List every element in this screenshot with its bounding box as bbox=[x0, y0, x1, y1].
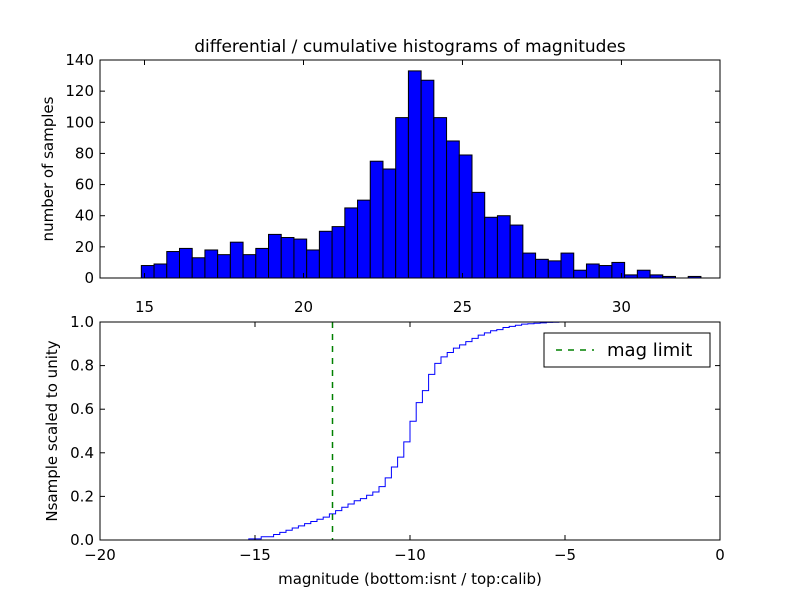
histogram-bar bbox=[382, 168, 397, 279]
histogram-bar bbox=[191, 257, 206, 279]
x-tick-label: 20 bbox=[294, 298, 313, 316]
x-tick-label: −15 bbox=[239, 546, 271, 564]
top-ticks-group: 0 20 40 60 80 100 120 140 15 20 25 30 bbox=[65, 51, 720, 316]
y-tick-label: 1.0 bbox=[70, 313, 94, 331]
histogram-bar bbox=[242, 254, 257, 279]
histogram-bar bbox=[344, 207, 359, 279]
histogram-bar bbox=[547, 260, 562, 279]
histogram-bar bbox=[306, 249, 320, 279]
histogram-bar bbox=[407, 70, 422, 279]
y-tick-label: 60 bbox=[75, 176, 94, 194]
histogram-bar bbox=[573, 269, 587, 279]
histogram-bar bbox=[318, 230, 333, 279]
histogram-bar bbox=[395, 117, 409, 279]
histogram-bar bbox=[420, 79, 435, 279]
y-tick-label: 100 bbox=[65, 113, 94, 131]
y-tick-label: 0 bbox=[84, 269, 94, 287]
histogram-bar bbox=[509, 224, 524, 279]
histogram-bar bbox=[446, 140, 460, 279]
top-bars-group bbox=[140, 70, 702, 279]
x-tick-label: 30 bbox=[612, 298, 631, 316]
histogram-bar bbox=[166, 251, 180, 279]
histogram-bar bbox=[458, 154, 473, 279]
x-tick-label: 15 bbox=[135, 298, 154, 316]
bottom-plot-frame bbox=[99, 321, 721, 541]
legend: mag limit bbox=[543, 332, 711, 368]
x-tick-label: 0 bbox=[715, 546, 725, 564]
histogram-bar bbox=[280, 237, 295, 279]
x-tick-label: 25 bbox=[453, 298, 472, 316]
top-ylabel: number of samples bbox=[39, 96, 57, 241]
histogram-bar bbox=[433, 117, 448, 279]
cumulative-step-line bbox=[100, 321, 721, 541]
histogram-bar bbox=[331, 226, 346, 279]
histogram-bar bbox=[217, 254, 231, 279]
legend-label: mag limit bbox=[607, 340, 692, 361]
y-tick-label: 40 bbox=[75, 207, 94, 225]
y-tick-label: 0.0 bbox=[70, 531, 94, 549]
histogram-bar bbox=[585, 263, 600, 279]
bottom-ylabel: Nsample scaled to unity bbox=[43, 340, 61, 521]
histogram-bar bbox=[357, 199, 371, 279]
histogram-bar bbox=[204, 249, 219, 279]
y-tick-label: 0.4 bbox=[70, 444, 94, 462]
histogram-bar bbox=[369, 160, 384, 279]
histogram-bar bbox=[153, 263, 168, 279]
histogram-bar bbox=[535, 258, 549, 279]
y-tick-label: 0.2 bbox=[70, 487, 94, 505]
top-histogram-chart: differential / cumulative histograms of … bbox=[39, 37, 721, 316]
bottom-cumulative-chart: 0.0 0.2 0.4 0.6 0.8 1.0 −20 −15 −10 −5 0 magnitude… bbox=[43, 313, 725, 588]
bottom-lines-group bbox=[100, 321, 721, 541]
top-plot-frame bbox=[99, 59, 721, 279]
histogram-bar bbox=[522, 252, 537, 279]
y-tick-label: 80 bbox=[75, 144, 94, 162]
y-tick-label: 0.6 bbox=[70, 400, 94, 418]
y-tick-label: 0.8 bbox=[70, 357, 94, 375]
histogram-bar bbox=[636, 269, 651, 279]
y-tick-label: 20 bbox=[75, 238, 94, 256]
histogram-bar bbox=[268, 233, 282, 279]
histogram-bar bbox=[255, 247, 270, 279]
histogram-bar bbox=[496, 215, 511, 279]
bottom-ticks-group: 0.0 0.2 0.4 0.6 0.8 1.0 −20 −15 −10 −5 0 bbox=[70, 313, 725, 564]
histogram-bar bbox=[229, 241, 244, 279]
histogram-bar bbox=[293, 238, 308, 279]
x-tick-label: −20 bbox=[84, 546, 116, 564]
histogram-bar bbox=[611, 261, 626, 279]
histogram-bar bbox=[471, 191, 486, 279]
histogram-bar bbox=[598, 265, 613, 279]
x-tick-label: −10 bbox=[394, 546, 426, 564]
bottom-xlabel: magnitude (bottom:isnt / top:calib) bbox=[278, 570, 542, 588]
histogram-bar bbox=[560, 252, 575, 279]
y-tick-label: 140 bbox=[65, 51, 94, 69]
histogram-bar bbox=[484, 216, 498, 279]
top-chart-title: differential / cumulative histograms of … bbox=[194, 37, 626, 57]
x-tick-label: −5 bbox=[554, 546, 576, 564]
histogram-bar bbox=[178, 247, 193, 279]
y-tick-label: 120 bbox=[65, 82, 94, 100]
histogram-bar bbox=[140, 265, 155, 279]
